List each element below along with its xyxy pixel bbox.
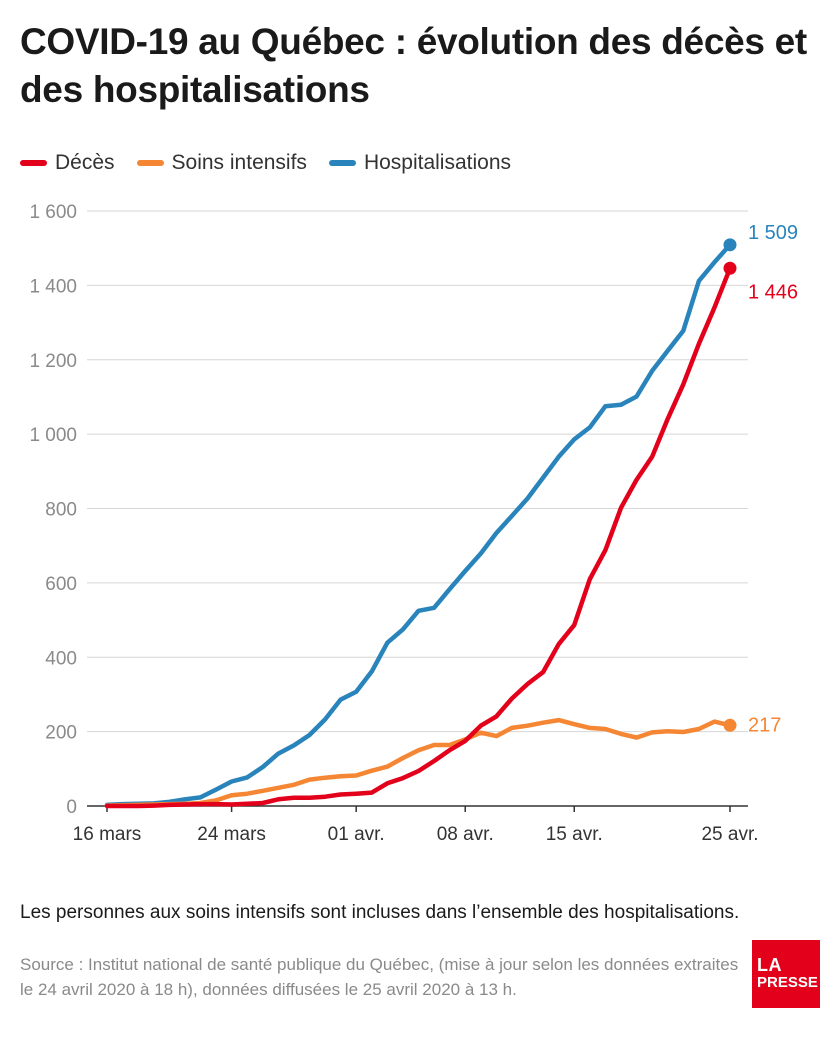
chart-note: Les personnes aux soins intensifs sont i… [20, 902, 740, 923]
y-axis-ticks: 0 200 400 600 800 1 000 1 200 1 400 1 600 [29, 202, 77, 818]
series-lines [104, 238, 737, 809]
end-point-hospitalisations [723, 238, 737, 252]
x-tick-label: 25 avr. [701, 824, 758, 845]
legend-label-soins-intensifs: Soins intensifs [171, 151, 307, 174]
source-text: Source : Institut national de santé publ… [20, 955, 739, 999]
y-tick-label: 0 [66, 797, 77, 818]
legend-label-deces: Décès [55, 151, 115, 174]
logo-text-presse: PRESSE [757, 974, 818, 991]
legend-label-hospitalisations: Hospitalisations [363, 151, 512, 174]
y-tick-label: 1 600 [29, 202, 77, 223]
y-tick-label: 600 [45, 574, 77, 595]
la-presse-logo: LA PRESSE [752, 940, 820, 1008]
y-tick-label: 200 [45, 723, 77, 744]
x-axis-ticks: 16 mars 24 mars 01 avr. 08 avr. 15 avr. 25 av… [73, 806, 759, 845]
x-tick-label: 01 avr. [328, 824, 385, 845]
x-tick-label: 16 mars [73, 824, 142, 845]
x-tick-label: 15 avr. [546, 824, 603, 845]
logo-text-la: LA [757, 955, 782, 975]
y-tick-label: 400 [45, 648, 77, 669]
series-line-hospitalisations [104, 242, 733, 808]
line-chart: 0 200 400 600 800 1 000 1 200 1 400 1 600 16 mar… [29, 202, 798, 845]
legend-swatch-deces [20, 160, 47, 166]
x-tick-label: 08 avr. [437, 824, 494, 845]
legend-item-deces: Décès [20, 151, 115, 175]
end-point-soins-intensifs [723, 718, 737, 732]
end-labels: 1 509 1 446 217 [748, 222, 798, 736]
y-tick-label: 1 200 [29, 351, 77, 372]
legend-swatch-hospitalisations [328, 160, 356, 166]
end-label-soins-intensifs: 217 [748, 714, 781, 736]
x-tick-label: 24 mars [197, 824, 266, 845]
legend-item-soins-intensifs: Soins intensifs [136, 151, 307, 175]
end-label-hospitalisations: 1 509 [748, 222, 798, 244]
y-tick-label: 1 000 [29, 425, 77, 446]
y-tick-label: 1 400 [29, 276, 77, 297]
series-line-deces [104, 266, 733, 809]
end-label-deces: 1 446 [748, 281, 798, 303]
series-line-soins-intensifs [104, 717, 733, 808]
legend-swatch-soins-intensifs [136, 160, 164, 166]
legend-item-hospitalisations: Hospitalisations [328, 151, 512, 175]
chart-title: COVID-19 au Québec : évolution des décès… [20, 21, 807, 110]
chart-legend: Décès Soins intensifs Hospitalisations [20, 148, 533, 178]
y-tick-label: 800 [45, 500, 77, 521]
end-point-deces [723, 261, 737, 275]
grid-lines [87, 210, 748, 733]
